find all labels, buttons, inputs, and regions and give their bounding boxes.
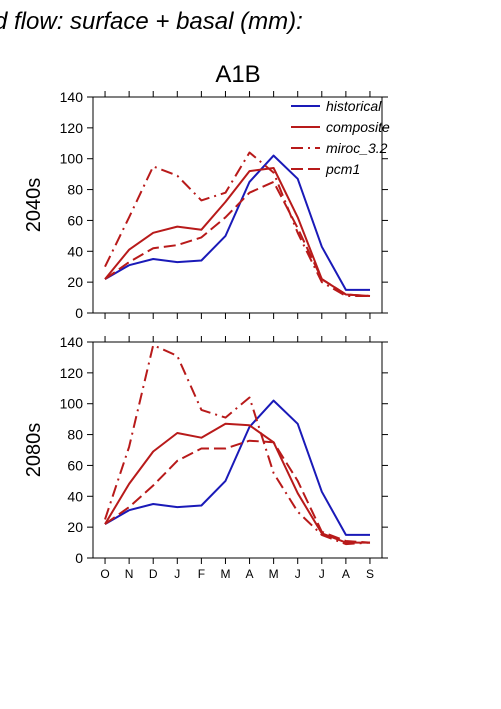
- y-tick-label: 100: [60, 396, 84, 412]
- y-tick-label: 20: [67, 519, 83, 535]
- plot-frame: [92, 341, 383, 559]
- y-tick-label: 120: [60, 365, 84, 381]
- series-historical-line: [104, 154, 370, 291]
- series-miroc_3.2-line: [104, 151, 370, 297]
- x-tick-label: A: [342, 567, 350, 581]
- series-historical-line: [104, 399, 370, 536]
- legend-label-historical: historical: [326, 98, 382, 114]
- y-tick-label: 80: [67, 427, 83, 443]
- x-tick-label: S: [366, 567, 374, 581]
- figure-title: d flow: surface + basal (mm):: [0, 8, 303, 35]
- series-pcm1-line: [104, 180, 371, 297]
- x-tick-label: O: [100, 567, 109, 581]
- legend-label-pcm1: pcm1: [325, 161, 360, 177]
- y-tick-label: 60: [67, 457, 83, 473]
- x-tick-label: J: [295, 567, 301, 581]
- y-tick-label: 140: [60, 334, 84, 350]
- y-tick-label: 40: [67, 243, 83, 259]
- y-tick-label: 20: [67, 274, 83, 290]
- x-tick-label: M: [220, 567, 230, 581]
- y-tick-label: 80: [67, 182, 83, 198]
- y-tick-label: 60: [67, 212, 83, 228]
- y-tick-label: 0: [75, 305, 83, 321]
- series-composite-line: [104, 167, 371, 297]
- x-tick-label: A: [246, 567, 254, 581]
- y-tick-label: 40: [67, 488, 83, 504]
- x-tick-label: J: [319, 567, 325, 581]
- panel-2040s: 2040s 0 20 40 60 80 100 120 140 historical compos…: [23, 89, 390, 321]
- x-tick-label: J: [174, 567, 180, 581]
- y-tick-label: 120: [60, 120, 84, 136]
- x-tick-label: N: [125, 567, 134, 581]
- x-tick-label: F: [198, 567, 205, 581]
- legend-label-miroc_3.2: miroc_3.2: [326, 140, 388, 156]
- legend: historical composite miroc_3.2 pcm1: [291, 98, 390, 177]
- series-composite-line: [104, 422, 370, 544]
- x-tick-label: D: [149, 567, 158, 581]
- y-tick-label: 140: [60, 89, 84, 105]
- scenario-title: A1B: [215, 61, 260, 88]
- series-miroc_3.2-line: [104, 344, 371, 546]
- y-tick-label: 0: [75, 550, 83, 566]
- legend-label-composite: composite: [326, 119, 390, 135]
- plot-frame: [92, 96, 383, 314]
- panel-label-2080s: 2080s: [23, 423, 45, 478]
- y-tick-label: 100: [60, 151, 84, 167]
- series-pcm1-line: [104, 439, 371, 544]
- x-tick-label: M: [269, 567, 279, 581]
- panel-label-2040s: 2040s: [23, 178, 45, 233]
- panel-2080s: 2080s 0 20 40 60 80 100 120 140: [23, 334, 388, 566]
